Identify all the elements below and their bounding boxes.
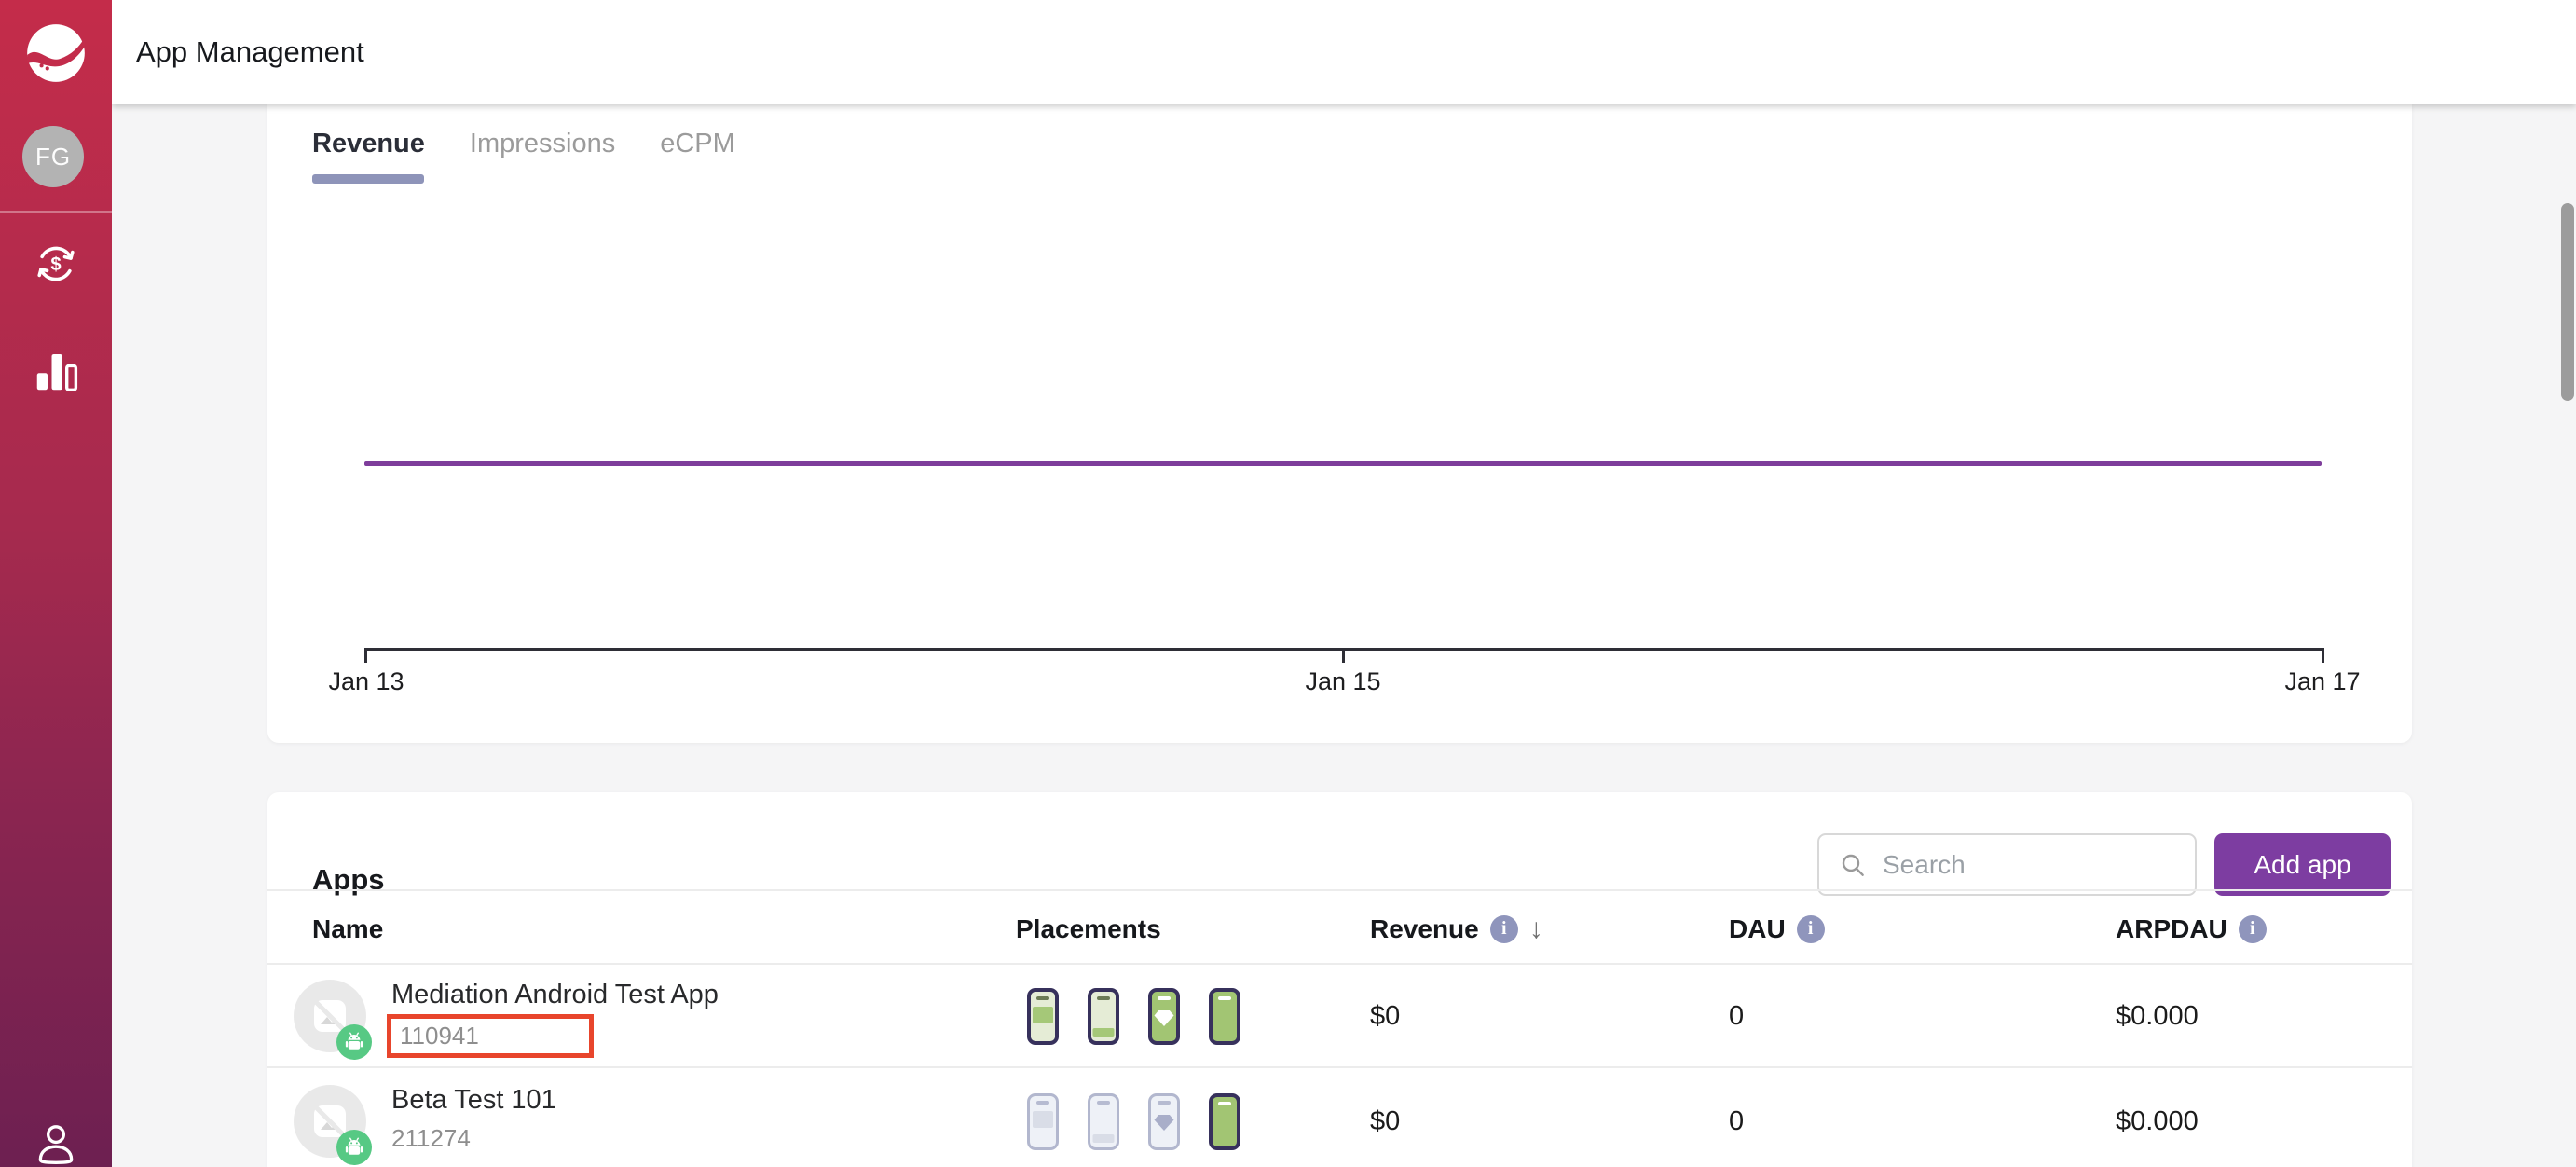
search-input[interactable] xyxy=(1881,848,2160,881)
sidebar-divider xyxy=(0,211,112,213)
column-header-arpdau[interactable]: ARPDAU i xyxy=(2116,891,2267,967)
performance-chart-card: Revenue Impressions eCPM Jan 13 Jan 15 J… xyxy=(267,104,2412,743)
app-placeholder-icon xyxy=(294,1085,372,1165)
placement-rewarded-icon[interactable] xyxy=(1148,1093,1180,1150)
x-axis-tick xyxy=(2322,648,2324,663)
placement-interstitial-icon[interactable] xyxy=(1027,988,1059,1045)
active-tab-underline xyxy=(312,174,424,184)
sidebar: FG $ xyxy=(0,0,112,1167)
column-header-revenue[interactable]: Revenue i ↓ xyxy=(1370,913,1543,944)
placement-native-icon[interactable] xyxy=(1209,988,1240,1045)
gem-icon xyxy=(1154,1115,1174,1131)
x-axis-tick xyxy=(364,648,367,663)
add-app-button[interactable]: Add app xyxy=(2214,833,2391,896)
dau-value: 0 xyxy=(1729,1106,1745,1136)
x-tick-label: Jan 15 xyxy=(1305,667,1381,695)
page-title: App Management xyxy=(136,35,364,68)
apps-search[interactable] xyxy=(1817,833,2197,896)
revenue-value: $0 xyxy=(1370,1106,1401,1136)
table-row-mediation-android-test-app: Mediation Android Test App 110941 $0 0 $… xyxy=(267,965,2412,1068)
x-axis-tick xyxy=(1342,648,1345,663)
svg-text:$: $ xyxy=(50,254,61,275)
app-name-link[interactable]: Mediation Android Test App xyxy=(391,980,719,1009)
app-id: 211274 xyxy=(391,1124,471,1152)
reports-bar-chart-icon[interactable] xyxy=(31,346,81,396)
tab-revenue[interactable]: Revenue xyxy=(312,129,425,158)
revenue-value: $0 xyxy=(1370,1001,1401,1031)
search-icon xyxy=(1842,854,1864,876)
vertical-scrollbar[interactable] xyxy=(2561,203,2574,401)
table-row-beta-test-101: Beta Test 101 211274 $0 0 $0.000 xyxy=(267,1070,2412,1167)
app-name-link[interactable]: Beta Test 101 xyxy=(391,1085,556,1115)
app-id: 110941 xyxy=(400,1022,479,1050)
info-icon[interactable]: i xyxy=(1489,914,1518,943)
info-icon[interactable]: i xyxy=(2238,914,2267,943)
placement-interstitial-icon[interactable] xyxy=(1027,1093,1059,1150)
arpdau-value: $0.000 xyxy=(2116,1106,2199,1136)
revenue-line-series xyxy=(364,461,2322,466)
placement-rewarded-icon[interactable] xyxy=(1148,988,1180,1045)
dau-value: 0 xyxy=(1729,1001,1745,1031)
avatar-initials: FG xyxy=(34,142,72,171)
placement-native-icon[interactable] xyxy=(1209,1093,1240,1150)
app-placeholder-icon xyxy=(294,980,372,1060)
app-id-annotation-box: 110941 xyxy=(387,1014,594,1058)
account-person-icon[interactable] xyxy=(31,1119,81,1167)
info-icon[interactable]: i xyxy=(1796,914,1825,943)
top-header: App Management xyxy=(112,0,2576,104)
monetization-icon[interactable]: $ xyxy=(31,239,81,289)
x-tick-label: Jan 17 xyxy=(2284,667,2361,695)
sort-descending-icon[interactable]: ↓ xyxy=(1528,913,1543,944)
placement-banner-icon[interactable] xyxy=(1088,1093,1119,1150)
android-badge-icon xyxy=(336,1024,372,1060)
chart-tabs: Revenue Impressions eCPM xyxy=(312,129,735,165)
arpdau-value: $0.000 xyxy=(2116,1001,2199,1031)
user-avatar[interactable]: FG xyxy=(22,126,84,187)
column-header-placements: Placements xyxy=(1016,913,1161,943)
apps-table-card: Apps Add app Name Placements Revenue i ↓… xyxy=(267,792,2412,1167)
table-header-row: Name Placements Revenue i ↓ DAU i ARPDAU… xyxy=(267,889,2412,965)
column-header-name: Name xyxy=(312,913,384,943)
tab-impressions[interactable]: Impressions xyxy=(469,129,616,158)
android-badge-icon xyxy=(336,1130,372,1165)
column-header-dau[interactable]: DAU i xyxy=(1729,891,1825,967)
tab-ecpm[interactable]: eCPM xyxy=(660,129,735,158)
x-tick-label: Jan 13 xyxy=(328,667,404,695)
brand-logo-icon[interactable] xyxy=(21,19,90,88)
gem-icon xyxy=(1154,1010,1174,1026)
placement-banner-icon[interactable] xyxy=(1088,988,1119,1045)
